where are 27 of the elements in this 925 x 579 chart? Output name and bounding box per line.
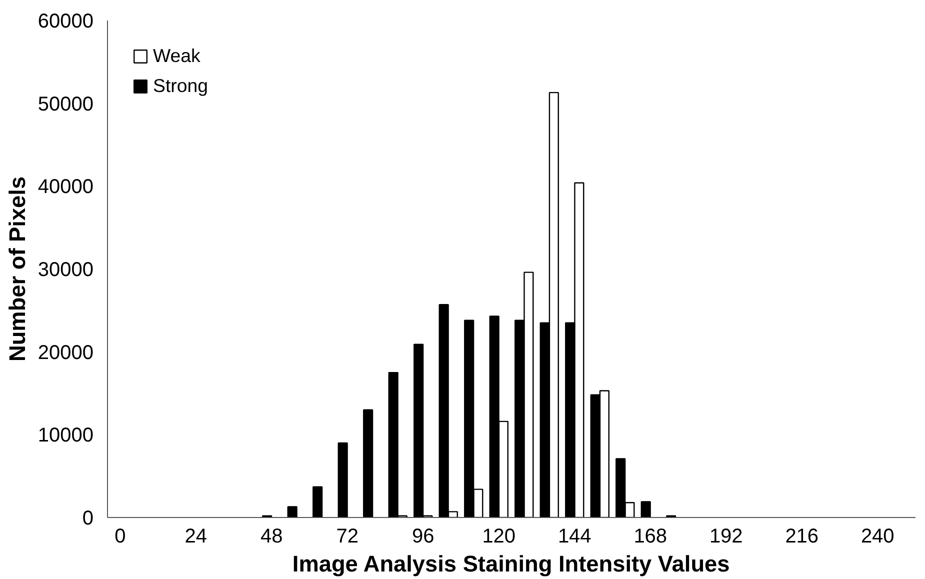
legend-label: Weak	[153, 45, 200, 67]
x-tick-label: 120	[482, 526, 516, 548]
y-tick-label: 20000	[38, 342, 94, 364]
y-tick-label: 10000	[38, 424, 94, 447]
x-tick-label: 144	[558, 526, 592, 548]
x-tick-label: 24	[184, 526, 207, 548]
x-tick-label: 168	[634, 526, 668, 548]
x-tick-label: 72	[336, 526, 358, 548]
bar	[312, 486, 323, 518]
bar	[640, 501, 651, 518]
x-axis-title: Image Analysis Staining Intensity Values	[292, 550, 730, 576]
y-tick-label: 40000	[38, 176, 94, 198]
bar	[363, 409, 374, 518]
bar	[287, 506, 298, 518]
x-tick-label: 216	[785, 526, 819, 548]
x-tick-label: 240	[860, 526, 894, 548]
y-tick-label: 0	[82, 508, 94, 530]
y-tick-label: 60000	[38, 10, 94, 32]
x-tick-label: 48	[260, 526, 283, 548]
y-axis-title: Number of Pixels	[4, 176, 30, 362]
bar	[338, 442, 348, 518]
y-tick-label: 30000	[38, 259, 94, 281]
x-tick-label: 0	[114, 526, 126, 548]
x-tick-label: 192	[709, 526, 743, 548]
y-tick-label: 50000	[38, 93, 94, 116]
x-tick-label: 96	[412, 526, 434, 548]
legend-label: Strong	[153, 75, 208, 97]
